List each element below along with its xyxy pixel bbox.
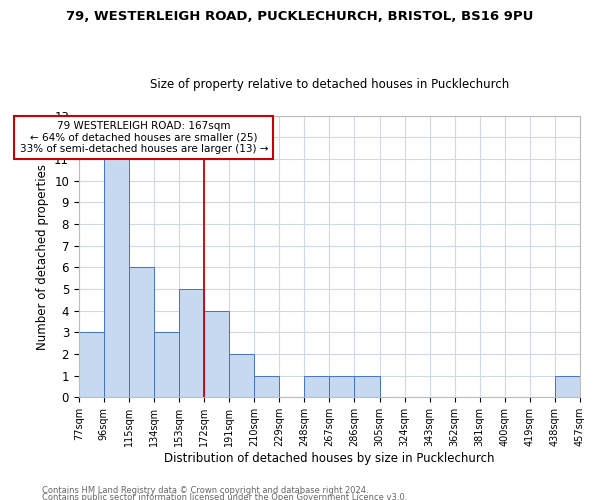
Bar <box>555 376 580 398</box>
Bar <box>129 268 154 398</box>
Bar <box>154 332 179 398</box>
Text: 79 WESTERLEIGH ROAD: 167sqm
← 64% of detached houses are smaller (25)
33% of sem: 79 WESTERLEIGH ROAD: 167sqm ← 64% of det… <box>20 121 268 154</box>
Bar <box>79 332 104 398</box>
Bar <box>204 310 229 398</box>
Bar <box>179 289 204 398</box>
Bar <box>329 376 355 398</box>
Text: Contains HM Land Registry data © Crown copyright and database right 2024.: Contains HM Land Registry data © Crown c… <box>42 486 368 495</box>
Text: 79, WESTERLEIGH ROAD, PUCKLECHURCH, BRISTOL, BS16 9PU: 79, WESTERLEIGH ROAD, PUCKLECHURCH, BRIS… <box>67 10 533 23</box>
Y-axis label: Number of detached properties: Number of detached properties <box>35 164 49 350</box>
Text: Contains public sector information licensed under the Open Government Licence v3: Contains public sector information licen… <box>42 494 407 500</box>
Bar <box>229 354 254 398</box>
Bar <box>304 376 329 398</box>
X-axis label: Distribution of detached houses by size in Pucklechurch: Distribution of detached houses by size … <box>164 452 494 465</box>
Bar <box>254 376 279 398</box>
Title: Size of property relative to detached houses in Pucklechurch: Size of property relative to detached ho… <box>150 78 509 91</box>
Bar <box>355 376 380 398</box>
Bar <box>104 159 129 398</box>
